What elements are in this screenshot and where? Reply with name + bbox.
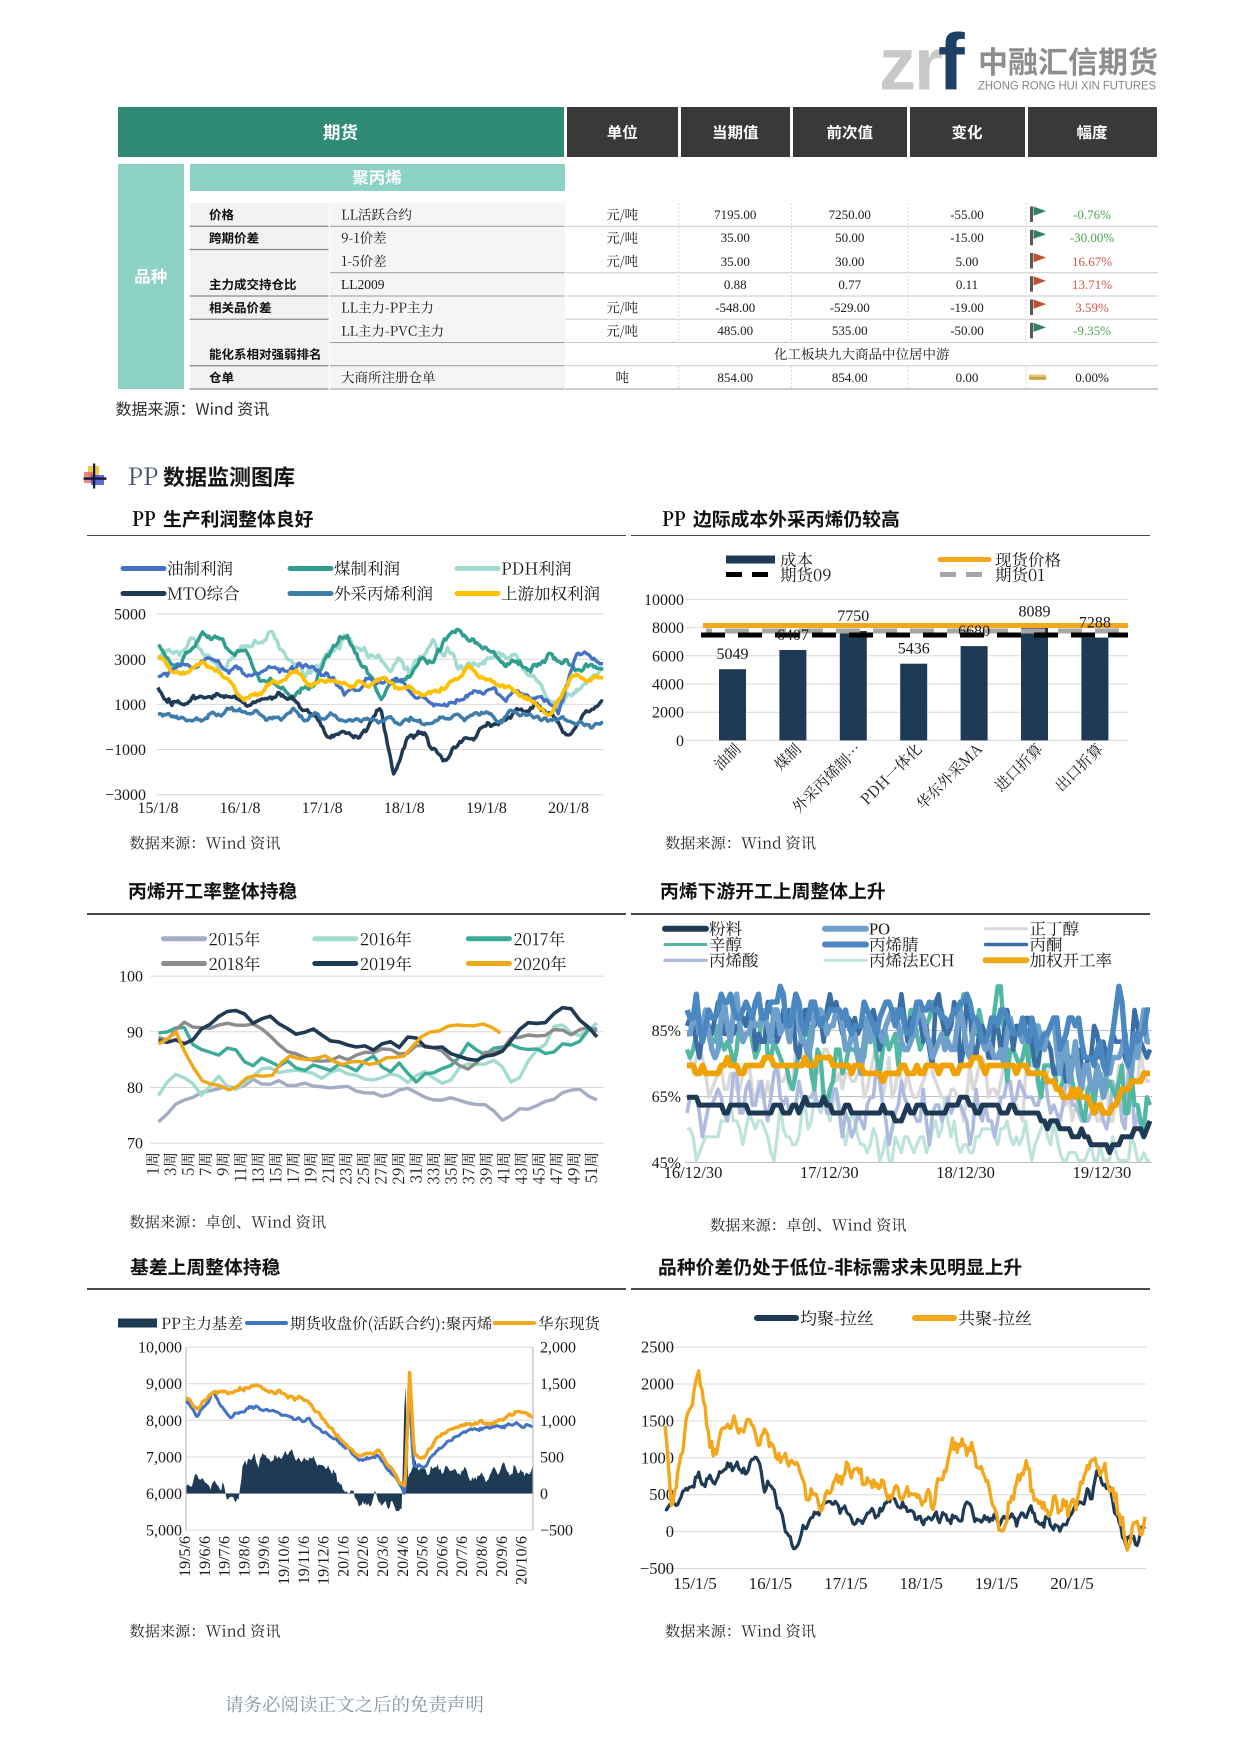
svg-text:4000: 4000: [652, 677, 684, 694]
svg-text:18/1/8: 18/1/8: [384, 800, 425, 817]
svg-text:20/1/5: 20/1/5: [1050, 1574, 1093, 1593]
svg-text:20/9/6: 20/9/6: [494, 1536, 511, 1577]
svg-text:19/11/6: 19/11/6: [296, 1536, 313, 1584]
svg-text:19/12/6: 19/12/6: [316, 1536, 333, 1585]
svg-text:19/9/6: 19/9/6: [256, 1536, 273, 1577]
svg-text:8089: 8089: [1019, 603, 1051, 620]
svg-text:6680: 6680: [958, 623, 990, 640]
svg-text:1,000: 1,000: [540, 1413, 576, 1430]
svg-text:17/1/8: 17/1/8: [302, 800, 343, 817]
svg-text:20/5/6: 20/5/6: [415, 1536, 432, 1577]
svg-text:20/4/6: 20/4/6: [395, 1536, 412, 1577]
svg-text:17/1/5: 17/1/5: [824, 1574, 867, 1593]
svg-text:10000: 10000: [644, 592, 684, 609]
svg-text:85%: 85%: [652, 1023, 681, 1040]
svg-text:PO: PO: [869, 920, 890, 939]
svg-text:20/8/6: 20/8/6: [474, 1536, 491, 1577]
svg-text:20/1/8: 20/1/8: [548, 800, 589, 817]
svg-text:80: 80: [127, 1080, 143, 1097]
svg-text:7750: 7750: [837, 608, 869, 625]
svg-text:2000: 2000: [652, 705, 684, 722]
svg-text:7288: 7288: [1079, 615, 1111, 632]
svg-text:19/6/6: 19/6/6: [197, 1536, 214, 1577]
svg-text:19/8/6: 19/8/6: [236, 1536, 253, 1577]
svg-text:6000: 6000: [652, 648, 684, 665]
svg-text:19/10/6: 19/10/6: [276, 1536, 293, 1585]
svg-text:ZHONG RONG HUI XIN FUTURES: ZHONG RONG HUI XIN FUTURES: [978, 79, 1156, 93]
svg-text:1500: 1500: [641, 1411, 674, 1430]
svg-text:100: 100: [119, 969, 143, 986]
svg-text:16/1/5: 16/1/5: [749, 1574, 792, 1593]
svg-text:65%: 65%: [652, 1089, 681, 1106]
svg-text:1000: 1000: [114, 697, 146, 714]
svg-text:20/6/6: 20/6/6: [434, 1536, 451, 1577]
svg-text:3000: 3000: [114, 652, 146, 669]
svg-text:2000: 2000: [641, 1375, 674, 1394]
svg-text:500: 500: [649, 1485, 674, 1504]
svg-text:20/3/6: 20/3/6: [375, 1536, 392, 1577]
svg-text:1000: 1000: [641, 1448, 674, 1467]
svg-text:−3000: −3000: [105, 787, 146, 804]
svg-text:8000: 8000: [652, 620, 684, 637]
svg-text:8,000: 8,000: [146, 1413, 182, 1430]
svg-text:2500: 2500: [641, 1338, 674, 1357]
svg-text:f: f: [938, 18, 965, 98]
svg-text:19/5/6: 19/5/6: [177, 1536, 194, 1577]
svg-text:0: 0: [676, 733, 684, 750]
svg-text:10,000: 10,000: [138, 1340, 182, 1357]
svg-text:19/12/30: 19/12/30: [1073, 1163, 1132, 1182]
svg-text:90: 90: [127, 1024, 143, 1041]
svg-text:15/1/8: 15/1/8: [138, 800, 179, 817]
svg-text:20/2/6: 20/2/6: [355, 1536, 372, 1577]
svg-text:16/12/30: 16/12/30: [664, 1163, 723, 1182]
svg-text:6,000: 6,000: [146, 1486, 182, 1503]
svg-text:5000: 5000: [114, 607, 146, 624]
svg-text:1,500: 1,500: [540, 1376, 576, 1393]
svg-text:2,000: 2,000: [540, 1340, 576, 1357]
svg-text:19/1/8: 19/1/8: [466, 800, 507, 817]
svg-text:20/1/6: 20/1/6: [335, 1536, 352, 1577]
svg-text:45%: 45%: [652, 1155, 681, 1172]
svg-text:5,000: 5,000: [146, 1523, 182, 1540]
svg-text:5049: 5049: [717, 646, 749, 663]
svg-text:18/12/30: 18/12/30: [936, 1163, 995, 1182]
svg-text:−500: −500: [540, 1523, 573, 1540]
svg-text:20/10/6: 20/10/6: [514, 1536, 531, 1585]
svg-text:−1000: −1000: [105, 742, 146, 759]
svg-text:20/7/6: 20/7/6: [454, 1536, 471, 1577]
svg-text:0: 0: [666, 1522, 674, 1541]
svg-text:zr: zr: [879, 23, 942, 99]
svg-text:16/1/8: 16/1/8: [220, 800, 261, 817]
svg-text:15/1/5: 15/1/5: [673, 1574, 716, 1593]
svg-text:0: 0: [540, 1486, 548, 1503]
svg-text:9,000: 9,000: [146, 1376, 182, 1393]
svg-text:18/1/5: 18/1/5: [899, 1574, 942, 1593]
svg-text:19/7/6: 19/7/6: [217, 1536, 234, 1577]
svg-text:5436: 5436: [898, 641, 930, 658]
svg-text:70: 70: [127, 1136, 143, 1153]
svg-text:19/1/5: 19/1/5: [975, 1574, 1018, 1593]
svg-text:7,000: 7,000: [146, 1449, 182, 1466]
svg-text:17/12/30: 17/12/30: [800, 1163, 859, 1182]
svg-text:6407: 6407: [777, 627, 809, 644]
svg-text:500: 500: [540, 1449, 564, 1466]
svg-text:−500: −500: [640, 1559, 674, 1578]
